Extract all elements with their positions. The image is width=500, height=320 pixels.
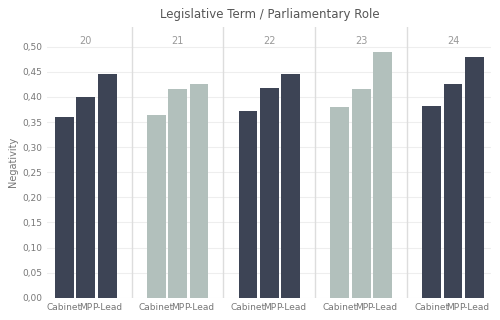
Bar bbox=[260, 88, 279, 298]
Title: Legislative Term / Parliamentary Role: Legislative Term / Parliamentary Role bbox=[160, 8, 379, 21]
Bar bbox=[55, 117, 74, 298]
Text: 21: 21 bbox=[172, 36, 183, 46]
Text: 24: 24 bbox=[447, 36, 459, 46]
Bar bbox=[76, 97, 95, 298]
Bar bbox=[373, 52, 392, 298]
Bar bbox=[98, 74, 116, 298]
Bar bbox=[352, 89, 370, 298]
Y-axis label: Negativity: Negativity bbox=[8, 137, 18, 188]
Bar bbox=[282, 74, 300, 298]
Bar bbox=[422, 106, 441, 298]
Text: 20: 20 bbox=[80, 36, 92, 46]
Bar bbox=[444, 84, 462, 298]
Bar bbox=[146, 115, 166, 298]
Bar bbox=[465, 57, 484, 298]
Bar bbox=[238, 111, 258, 298]
Bar bbox=[330, 107, 349, 298]
Text: 22: 22 bbox=[263, 36, 276, 46]
Bar bbox=[190, 84, 208, 298]
Bar bbox=[168, 89, 187, 298]
Text: 23: 23 bbox=[355, 36, 368, 46]
